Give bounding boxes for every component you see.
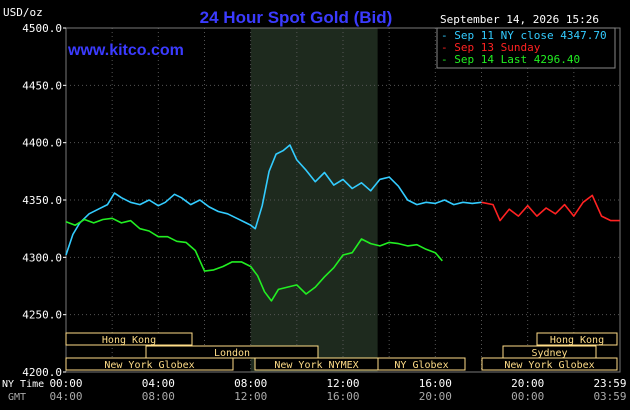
gmt-row-label: GMT [8, 392, 26, 403]
session-box [65, 332, 193, 346]
ny-time-row-label: NY Time [2, 379, 44, 390]
session-label: Hong Kong [550, 335, 604, 346]
session-label: NY Globex [394, 360, 448, 371]
series-line [65, 144, 482, 256]
ny-time-tick: 23:59 [593, 377, 626, 390]
gmt-time-tick: 16:00 [326, 390, 359, 403]
units-label: USD/oz [3, 6, 43, 19]
y-tick-label: 4350.0 [22, 194, 62, 207]
session-box [536, 332, 618, 346]
y-tick-label: 4500.0 [22, 22, 62, 35]
gmt-time-tick: 12:00 [234, 390, 267, 403]
series-line [481, 194, 620, 222]
price-series [65, 144, 620, 302]
gmt-time-tick: 04:00 [49, 390, 82, 403]
y-tick-label: 4400.0 [22, 137, 62, 150]
gmt-time-tick: 03:59 [593, 390, 626, 403]
session-label: Hong Kong [102, 335, 156, 346]
timestamp: September 14, 2026 15:26 [440, 13, 599, 26]
session-label: New York Globex [104, 360, 194, 371]
y-tick-label: 4250.0 [22, 309, 62, 322]
series-line [65, 217, 443, 302]
session-box [377, 357, 466, 371]
market-sessions: Hong Kong London New York Globex New York N… [65, 332, 618, 371]
ny-time-tick: 12:00 [326, 377, 359, 390]
ny-time-tick: 08:00 [234, 377, 267, 390]
legend-item-sunday: - Sep 13 Sunday [441, 41, 541, 54]
y-tick-label: 4450.0 [22, 79, 62, 92]
session-label: Sydney [531, 348, 567, 359]
gmt-time-tick: 08:00 [142, 390, 175, 403]
session-label: New York NYMEX [274, 360, 358, 371]
ny-time-tick: 00:00 [49, 377, 82, 390]
session-box [481, 357, 618, 371]
watermark: www.kitco.com [67, 42, 184, 59]
session-label: New York Globex [504, 360, 594, 371]
chart-title: 24 Hour Spot Gold (Bid) [200, 8, 393, 27]
legend-item-ny-close: - Sep 11 NY close 4347.70 [441, 29, 607, 42]
legend-box [436, 27, 616, 69]
gmt-time-tick: 00:00 [511, 390, 544, 403]
session-label: London [214, 348, 250, 359]
session-box [65, 357, 234, 371]
y-tick-label: 4200.0 [22, 366, 62, 379]
ny-time-tick: 04:00 [142, 377, 175, 390]
ny-time-tick: 16:00 [419, 377, 452, 390]
y-axis-ticks: 4500.0 4450.0 4400.0 4350.0 4300.0 4250.0 4200… [22, 22, 66, 379]
gmt-time-tick: 20:00 [419, 390, 452, 403]
ny-time-tick: 20:00 [511, 377, 544, 390]
y-tick-label: 4300.0 [22, 251, 62, 264]
time-axis: NY TimeGMT00:0004:0004:0008:0008:0012:00… [2, 377, 627, 403]
legend-item-last: - Sep 14 Last 4296.40 [441, 53, 580, 66]
